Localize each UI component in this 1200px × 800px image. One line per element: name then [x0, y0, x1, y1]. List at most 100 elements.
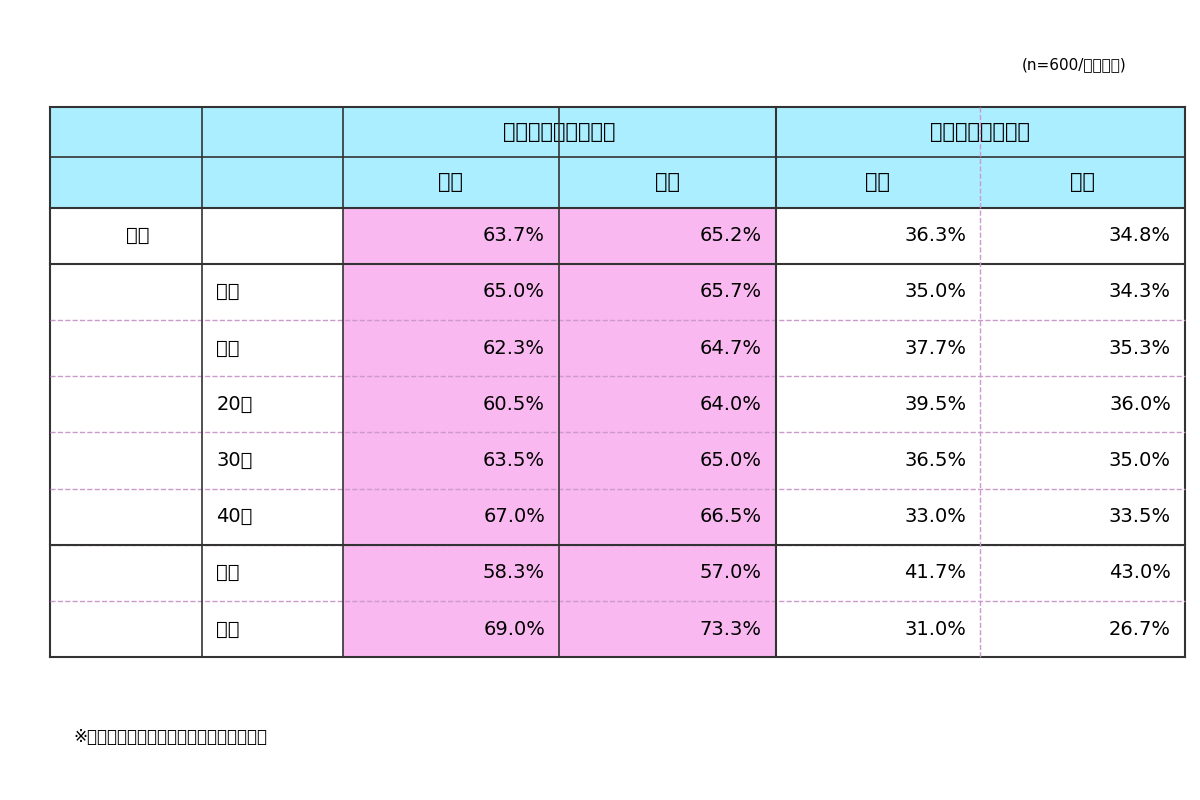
Bar	[343, 264, 559, 320]
Text: 41.7%: 41.7%	[905, 563, 966, 582]
Text: 26.7%: 26.7%	[1109, 619, 1171, 638]
Bar	[203, 489, 343, 545]
Text: 全体: 全体	[126, 226, 150, 245]
Bar	[203, 376, 343, 432]
Text: 今後も勤め続けたい: 今後も勤め続けたい	[503, 122, 616, 142]
Text: 31.0%: 31.0%	[905, 619, 966, 638]
Text: 65.7%: 65.7%	[700, 282, 762, 302]
Text: 34.8%: 34.8%	[1109, 226, 1171, 245]
Bar	[775, 601, 980, 657]
Text: 39.5%: 39.5%	[904, 394, 966, 414]
Bar	[343, 207, 559, 264]
Text: 35.3%: 35.3%	[1109, 338, 1171, 358]
Text: 女性: 女性	[216, 338, 240, 358]
Bar	[775, 432, 980, 489]
Bar	[559, 158, 775, 207]
Bar	[775, 264, 980, 320]
Bar	[980, 376, 1186, 432]
Text: 57.0%: 57.0%	[700, 563, 762, 582]
Bar	[559, 432, 775, 489]
Text: 既婚: 既婚	[216, 619, 240, 638]
Bar	[559, 601, 775, 657]
Bar	[50, 320, 202, 376]
Bar	[50, 207, 343, 264]
Text: 67.0%: 67.0%	[484, 507, 545, 526]
Text: 37.7%: 37.7%	[905, 338, 966, 358]
Bar	[980, 489, 1186, 545]
Bar	[559, 320, 775, 376]
Bar	[203, 601, 343, 657]
Text: 63.5%: 63.5%	[482, 451, 545, 470]
Bar	[50, 107, 343, 158]
Bar	[50, 432, 202, 489]
Bar	[980, 264, 1186, 320]
Text: (n=600/単一回答): (n=600/単一回答)	[1021, 58, 1127, 73]
Bar	[343, 545, 559, 601]
Text: 男性: 男性	[216, 282, 240, 302]
Bar	[50, 376, 202, 432]
Bar	[980, 545, 1186, 601]
Text: 35.0%: 35.0%	[1109, 451, 1171, 470]
Text: 69.0%: 69.0%	[484, 619, 545, 638]
Text: 73.3%: 73.3%	[700, 619, 762, 638]
Text: 33.0%: 33.0%	[905, 507, 966, 526]
Bar	[203, 320, 343, 376]
Text: 未婚: 未婚	[216, 563, 240, 582]
Text: 63.7%: 63.7%	[484, 226, 545, 245]
Bar	[343, 158, 559, 207]
Bar	[559, 376, 775, 432]
Text: 60.5%: 60.5%	[484, 394, 545, 414]
Bar	[50, 158, 343, 207]
Text: 65.0%: 65.0%	[700, 451, 762, 470]
Bar	[980, 432, 1186, 489]
Bar	[775, 545, 980, 601]
Text: 今回: 今回	[438, 173, 463, 193]
Bar	[559, 264, 775, 320]
Bar	[50, 545, 202, 601]
Text: 64.0%: 64.0%	[700, 394, 762, 414]
Text: 前回: 前回	[655, 173, 679, 193]
Bar	[559, 207, 775, 264]
Text: 62.3%: 62.3%	[484, 338, 545, 358]
Text: 今回: 今回	[865, 173, 890, 193]
Text: 66.5%: 66.5%	[700, 507, 762, 526]
Text: 前回: 前回	[1070, 173, 1096, 193]
Bar	[343, 376, 559, 432]
Bar	[775, 158, 980, 207]
Bar	[203, 432, 343, 489]
Bar	[343, 489, 559, 545]
Bar	[980, 207, 1186, 264]
Bar	[50, 489, 202, 545]
Bar	[203, 545, 343, 601]
Bar	[980, 601, 1186, 657]
Text: 58.3%: 58.3%	[482, 563, 545, 582]
Bar	[775, 376, 980, 432]
Bar	[343, 432, 559, 489]
Text: 40代: 40代	[216, 507, 253, 526]
Text: 勤め続けたくない: 勤め続けたくない	[930, 122, 1031, 142]
Bar	[980, 320, 1186, 376]
Bar	[203, 264, 343, 320]
Text: 34.3%: 34.3%	[1109, 282, 1171, 302]
Bar	[559, 545, 775, 601]
Text: 33.5%: 33.5%	[1109, 507, 1171, 526]
Text: 20代: 20代	[216, 394, 253, 414]
Text: 30代: 30代	[216, 451, 253, 470]
Text: 65.2%: 65.2%	[700, 226, 762, 245]
Text: 36.3%: 36.3%	[905, 226, 966, 245]
Text: 43.0%: 43.0%	[1109, 563, 1171, 582]
Bar	[50, 264, 202, 320]
Text: 35.0%: 35.0%	[905, 282, 966, 302]
Text: 36.0%: 36.0%	[1109, 394, 1171, 414]
Text: 64.7%: 64.7%	[700, 338, 762, 358]
Bar	[775, 320, 980, 376]
Bar	[343, 107, 775, 158]
Text: ※背景色つきは半数の回答率を超える数値: ※背景色つきは半数の回答率を超える数値	[73, 728, 268, 746]
Bar	[980, 158, 1186, 207]
Bar	[343, 601, 559, 657]
Text: 36.5%: 36.5%	[904, 451, 966, 470]
Bar	[775, 489, 980, 545]
Bar	[343, 320, 559, 376]
Text: 65.0%: 65.0%	[484, 282, 545, 302]
Bar	[775, 207, 980, 264]
